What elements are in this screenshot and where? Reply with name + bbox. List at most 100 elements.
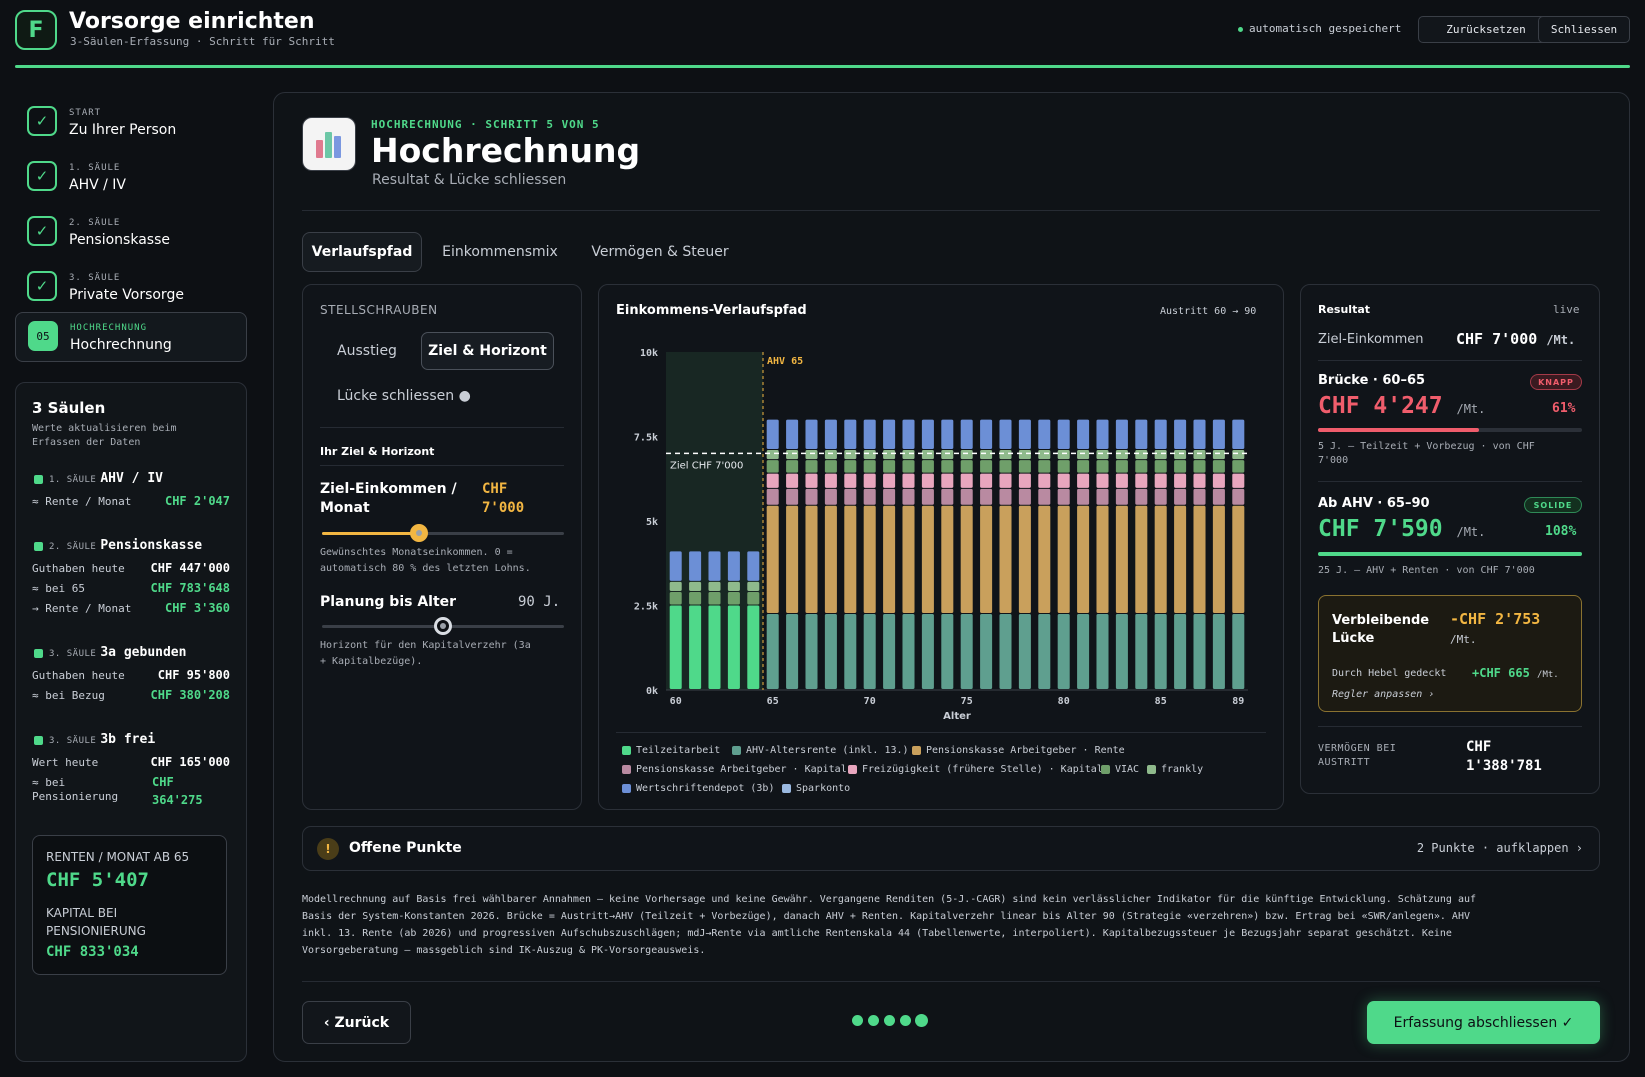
bar-segment bbox=[786, 473, 799, 488]
step-ahv[interactable]: ✓ 1. SÄULE AHV / IV bbox=[15, 153, 247, 203]
back-button[interactable]: ‹ Zurück bbox=[302, 1001, 411, 1044]
step-start[interactable]: ✓ START Zu Ihrer Person bbox=[15, 98, 247, 148]
step-hochrechnung[interactable]: 05 HOCHRECHNUNG Hochrechnung bbox=[15, 312, 247, 362]
seg-ausstieg[interactable]: Ausstieg bbox=[337, 343, 397, 359]
live-indicator: live bbox=[1553, 303, 1580, 316]
horizont-value: 90 J. bbox=[518, 594, 561, 610]
bar-segment bbox=[863, 613, 876, 689]
legend-swatch bbox=[622, 783, 631, 793]
bar-segment bbox=[1115, 450, 1128, 460]
s3b-wert-label: Wert heute bbox=[32, 756, 99, 769]
bar-segment bbox=[727, 591, 740, 605]
ziel-slider[interactable] bbox=[322, 524, 564, 542]
bar-segment bbox=[1193, 505, 1206, 613]
bar-segment bbox=[766, 450, 779, 460]
bar-segment bbox=[1057, 488, 1070, 505]
bar-segment bbox=[1193, 473, 1206, 488]
bar-segment bbox=[1077, 419, 1090, 450]
tab-vermoegen-steuer[interactable]: Vermögen & Steuer bbox=[591, 244, 729, 260]
bar-segment bbox=[766, 419, 779, 450]
disclaimer-line: Modellrechnung auf Basis frei wählbarer … bbox=[302, 894, 1476, 905]
bar-segment bbox=[902, 450, 915, 460]
bar-segment bbox=[1096, 473, 1109, 488]
regler-link[interactable]: Regler anpassen › bbox=[1332, 689, 1435, 700]
divider bbox=[302, 981, 1600, 982]
pk-guthaben-value: CHF 447'000 bbox=[150, 561, 230, 575]
bar-segment bbox=[1135, 460, 1148, 473]
ziel-slider-handle[interactable] bbox=[409, 524, 428, 542]
offene-expand[interactable]: 2 Punkte · aufklappen › bbox=[1416, 841, 1583, 855]
bar-segment bbox=[1212, 419, 1225, 450]
income-chart: 0k 2.5k 5k 7.5k 10k AHV 65 Ziel CHF 7'000 60 65 7… bbox=[634, 348, 1248, 722]
page-subtitle: Resultat & Lücke schliessen bbox=[372, 172, 567, 188]
bar-segment bbox=[844, 488, 857, 505]
disclaimer-line: Basis der System-Konstanten 2026. Brücke… bbox=[302, 911, 1470, 922]
chart-range-badge: Austritt 60 → 90 bbox=[1160, 306, 1257, 317]
finish-button[interactable]: Erfassung abschliessen ✓ bbox=[1367, 1001, 1600, 1044]
bar-segment bbox=[999, 505, 1012, 613]
result-ziel-value: CHF 7'000 /Mt. bbox=[1456, 330, 1576, 348]
bar-segment bbox=[1154, 460, 1167, 473]
y-tick-label: 2.5k bbox=[634, 602, 658, 613]
pk-section: 2. SÄULE Pensionskasse bbox=[34, 538, 202, 553]
check-icon: ✓ bbox=[27, 271, 57, 301]
bar-segment bbox=[1077, 460, 1090, 473]
step-private-vorsorge[interactable]: ✓ 3. SÄULE Private Vorsorge bbox=[15, 263, 247, 313]
bar-segment bbox=[844, 419, 857, 450]
legend-swatch bbox=[1147, 764, 1156, 774]
bar-segment bbox=[960, 450, 973, 460]
bar-segment bbox=[766, 460, 779, 473]
seg-luecke-schliessen[interactable]: Lücke schliessen ● bbox=[337, 388, 471, 404]
bar-segment bbox=[1018, 450, 1031, 460]
result-ziel-label: Ziel-Einkommen bbox=[1318, 332, 1424, 347]
bar-segment bbox=[1174, 613, 1187, 689]
horizont-slider-handle[interactable] bbox=[434, 617, 452, 635]
divider bbox=[616, 732, 1266, 733]
bar-segment bbox=[999, 613, 1012, 689]
step-pensionskasse[interactable]: ✓ 2. SÄULE Pensionskasse bbox=[15, 208, 247, 258]
s3a-bezug-label: ≈ bei Bezug bbox=[32, 689, 105, 702]
s3b-section: 3. SÄULE 3b frei bbox=[34, 732, 155, 747]
bar-segment bbox=[1135, 450, 1148, 460]
bar-segment bbox=[1096, 450, 1109, 460]
horizont-slider[interactable] bbox=[322, 617, 564, 635]
x-tick-label: 60 bbox=[670, 696, 682, 707]
bar-segment bbox=[1077, 488, 1090, 505]
reset-button[interactable]: Zurücksetzen bbox=[1418, 16, 1554, 43]
bar-segment bbox=[805, 488, 818, 505]
tab-einkommensmix[interactable]: Einkommensmix bbox=[442, 244, 558, 260]
bar-segment bbox=[1154, 505, 1167, 613]
legend-swatch bbox=[848, 764, 857, 774]
step-number: 05 bbox=[28, 321, 58, 351]
progress-dot bbox=[915, 1014, 928, 1027]
bar-segment bbox=[1154, 473, 1167, 488]
close-button[interactable]: Schliessen bbox=[1538, 16, 1630, 43]
bar-segment bbox=[1232, 419, 1245, 450]
s3b-pens-label: ≈ bei bbox=[32, 776, 66, 789]
ahv-progress-fill bbox=[1318, 552, 1582, 556]
seg-ziel-horizont[interactable]: Ziel & Horizont bbox=[421, 332, 554, 370]
offene-punkte-bar[interactable]: ! Offene Punkte 2 Punkte · aufklappen › bbox=[302, 826, 1600, 871]
app-header: F Vorsorge einrichten 3-Säulen-Erfassung… bbox=[0, 0, 1645, 70]
bar-segment bbox=[941, 450, 954, 460]
bar-segment bbox=[727, 551, 740, 581]
bar-segment bbox=[805, 473, 818, 488]
tab-verlaufspfad[interactable]: Verlaufspfad bbox=[302, 232, 422, 272]
progress-dot bbox=[852, 1015, 863, 1026]
page-kicker: HOCHRECHNUNG · SCHRITT 5 VON 5 bbox=[371, 118, 600, 131]
summary-panel: 3 Säulen Werte aktualisieren beim Erfass… bbox=[15, 382, 247, 1062]
bar-segment bbox=[980, 419, 993, 450]
gap-label: Lücke bbox=[1332, 631, 1375, 646]
bar-segment bbox=[863, 473, 876, 488]
bar-segment bbox=[689, 605, 702, 689]
bar-segment bbox=[747, 605, 760, 689]
bar-segment bbox=[1038, 460, 1051, 473]
bar-segment bbox=[921, 450, 934, 460]
bar-segment bbox=[941, 488, 954, 505]
x-tick-label: 85 bbox=[1155, 696, 1167, 707]
bar-segment bbox=[1077, 450, 1090, 460]
bar-segment bbox=[883, 473, 896, 488]
page-title: Hochrechnung bbox=[371, 131, 641, 170]
ahv-result-label: Ab AHV · 65–90 bbox=[1318, 496, 1430, 511]
x-tick-label: 70 bbox=[864, 696, 876, 707]
